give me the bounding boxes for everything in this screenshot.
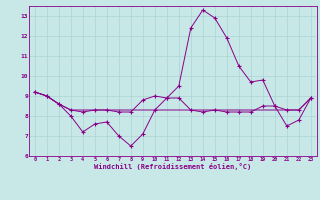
X-axis label: Windchill (Refroidissement éolien,°C): Windchill (Refroidissement éolien,°C) bbox=[94, 163, 252, 170]
